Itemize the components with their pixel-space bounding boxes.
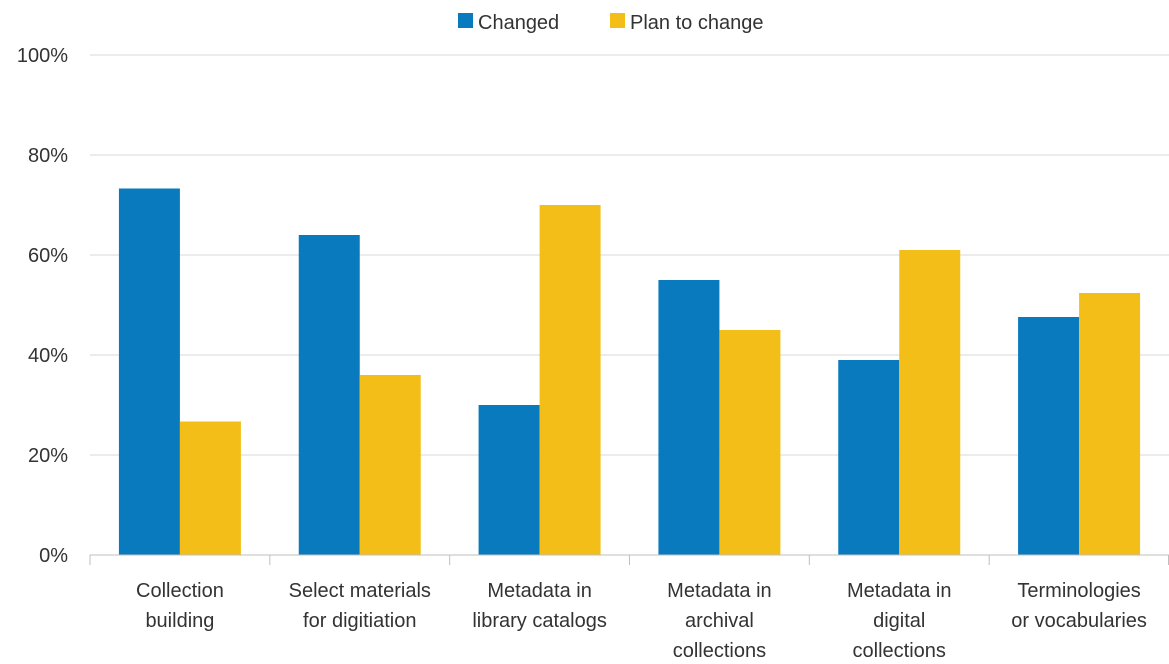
y-tick-label: 0% [39,545,68,567]
gridlines [90,54,1169,456]
y-tick-label: 20% [28,445,68,467]
bar-plan-to-change [179,421,241,555]
y-tick-label: 40% [28,345,68,367]
bars [118,188,1141,555]
y-tick-label: 60% [28,245,68,267]
x-category-label: Select materials for digitiation [289,580,431,632]
bar-changed [838,360,900,555]
x-category-label: Terminologies or vocabularies [1011,580,1147,632]
bar-plan-to-change [1079,293,1141,555]
bar-changed [658,280,720,555]
legend: Changed Plan to change [458,12,763,34]
y-tick-label: 100% [17,45,68,67]
x-category-label: Metadata in digital collections [847,580,952,662]
legend-swatch [610,13,625,28]
bar-changed [1018,317,1080,555]
legend-swatch [458,13,473,28]
y-tick-label: 80% [28,145,68,167]
bar-plan-to-change [359,375,421,555]
bar-plan-to-change [719,330,781,555]
bar-changed [478,405,540,555]
bar-changed [118,188,180,555]
x-category-label: Collection building [136,580,224,632]
bar-plan-to-change [539,205,601,555]
legend-label: Changed [478,12,559,34]
bar-changed [298,235,360,555]
bar-plan-to-change [899,250,961,555]
x-category-label: Metadata in library catalogs [472,580,607,632]
x-category-label: Metadata in archival collections [667,580,772,662]
legend-label: Plan to change [630,12,763,34]
y-axis-tick-labels: 0% 20% 40% 60% 80% 100% [17,45,68,567]
x-axis [89,554,1169,565]
x-axis-category-labels: Collection building Select materials for di… [136,580,1147,662]
